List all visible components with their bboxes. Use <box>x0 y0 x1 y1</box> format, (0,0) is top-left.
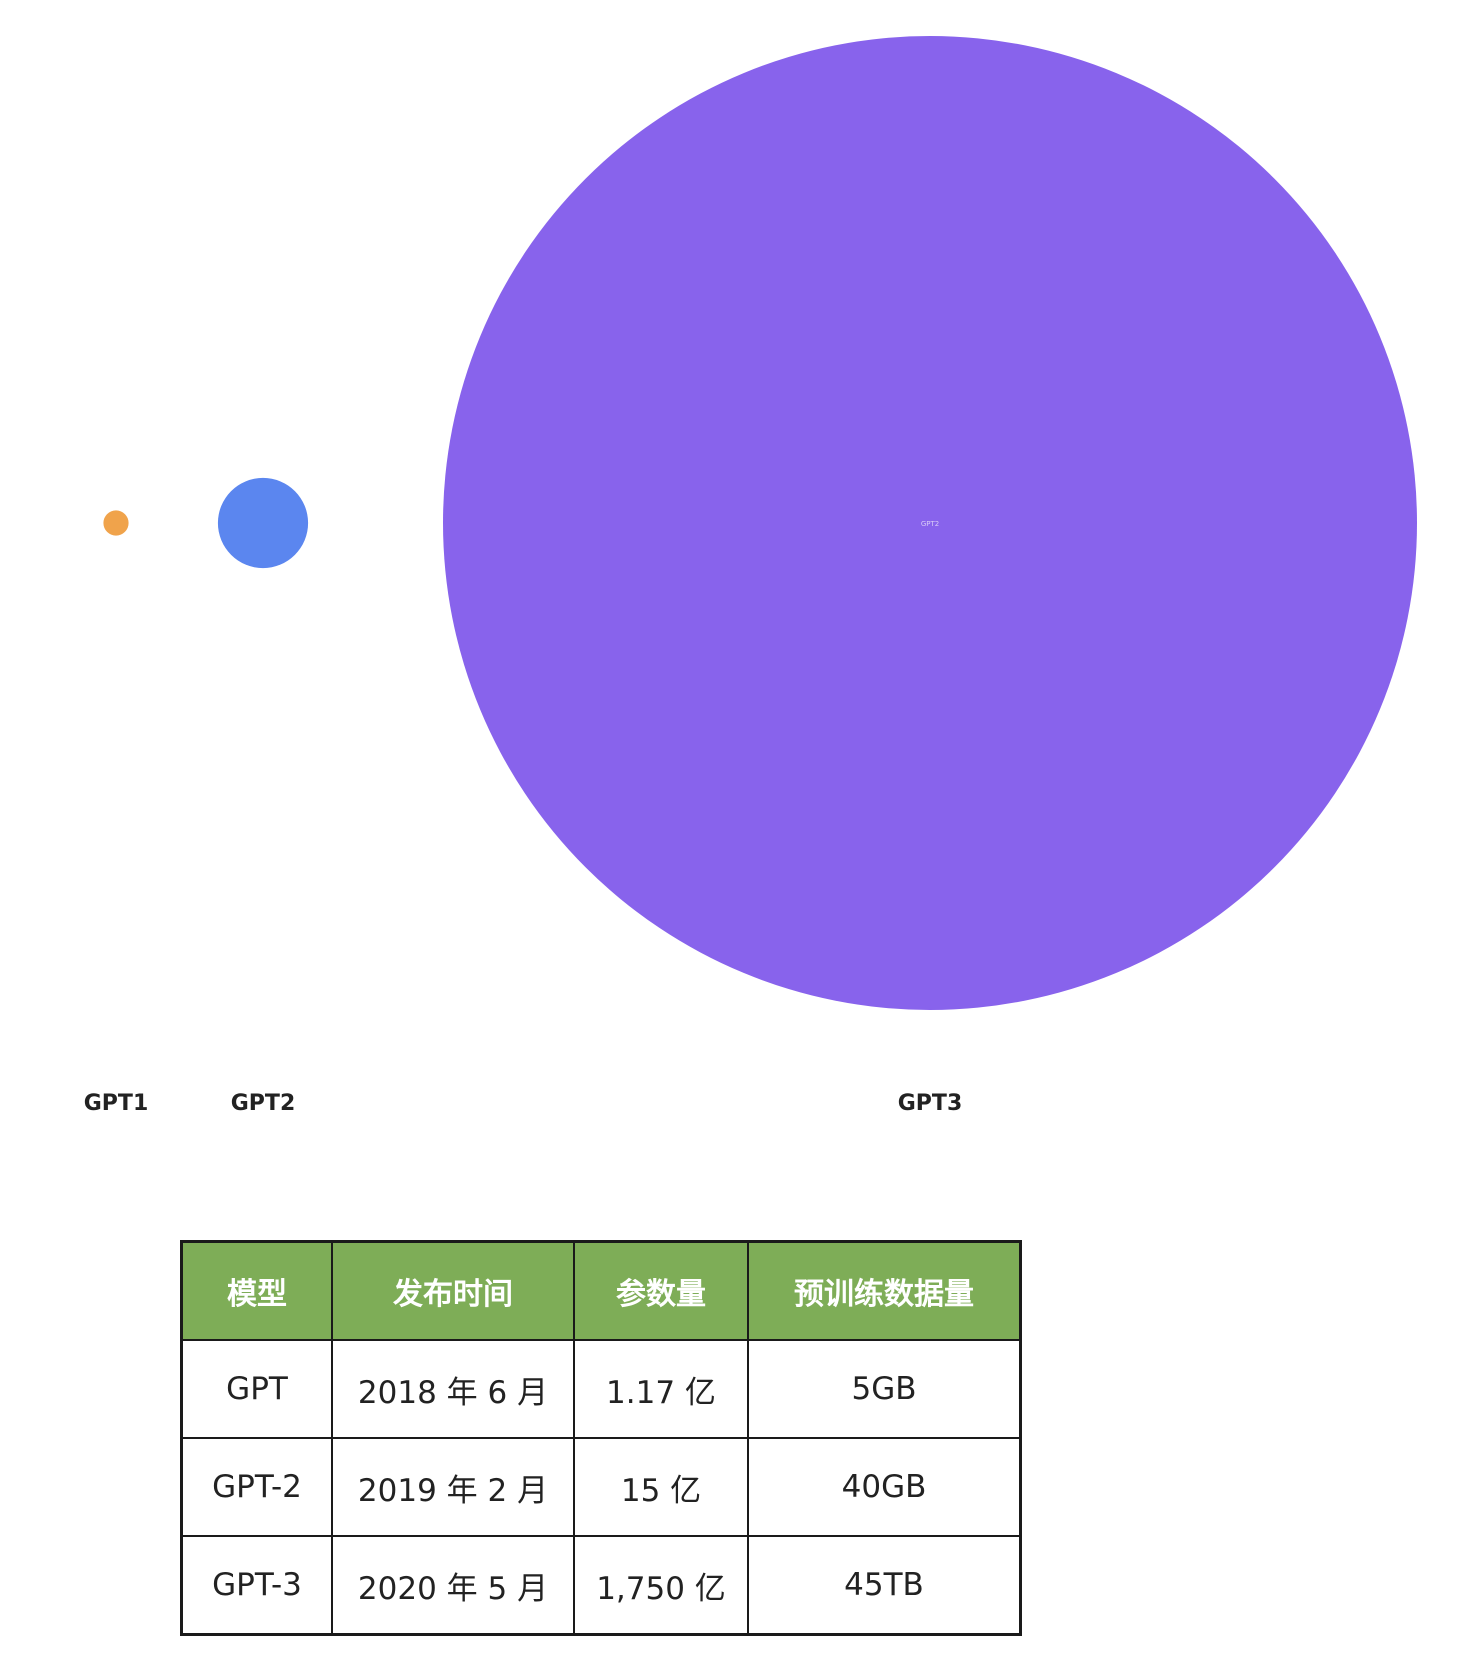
header-model: 模型 <box>180 1240 333 1341</box>
cell-pretrain-data: 5GB <box>747 1339 1022 1439</box>
bubble-gpt1 <box>103 510 129 536</box>
bubble-inner-label: GPT2 <box>921 520 939 528</box>
gpt-comparison-table: 模型 发布时间 参数量 预训练数据量 GPT 2018 年 6 月 1.17 亿… <box>180 1240 1022 1636</box>
table-row: GPT-2 2019 年 2 月 15 亿 40GB <box>180 1437 1022 1537</box>
cell-release-date: 2019 年 2 月 <box>331 1437 575 1537</box>
header-pretrain-data: 预训练数据量 <box>747 1240 1022 1341</box>
cell-model: GPT-2 <box>180 1437 333 1537</box>
table-row: GPT-3 2020 年 5 月 1,750 亿 45TB <box>180 1535 1022 1636</box>
header-release-date: 发布时间 <box>331 1240 575 1341</box>
cell-release-date: 2020 年 5 月 <box>331 1535 575 1636</box>
bubble-gpt3 <box>443 36 1417 1010</box>
bubble-gpt2 <box>217 477 309 569</box>
bubble-label-gpt3: GPT3 <box>898 1091 963 1116</box>
cell-model: GPT-3 <box>180 1535 333 1636</box>
table-row: GPT 2018 年 6 月 1.17 亿 5GB <box>180 1339 1022 1439</box>
cell-parameters: 15 亿 <box>573 1437 749 1537</box>
bubble-label-gpt2: GPT2 <box>231 1091 296 1116</box>
header-parameters: 参数量 <box>573 1240 749 1341</box>
table-header-row: 模型 发布时间 参数量 预训练数据量 <box>180 1240 1022 1341</box>
cell-parameters: 1,750 亿 <box>573 1535 749 1636</box>
bubble-chart: GPT1 GPT2 GPT3 GPT2 <box>84 36 1417 1116</box>
bubble-label-gpt1: GPT1 <box>84 1091 149 1116</box>
cell-model: GPT <box>180 1339 333 1439</box>
cell-release-date: 2018 年 6 月 <box>331 1339 575 1439</box>
cell-parameters: 1.17 亿 <box>573 1339 749 1439</box>
cell-pretrain-data: 45TB <box>747 1535 1022 1636</box>
cell-pretrain-data: 40GB <box>747 1437 1022 1537</box>
